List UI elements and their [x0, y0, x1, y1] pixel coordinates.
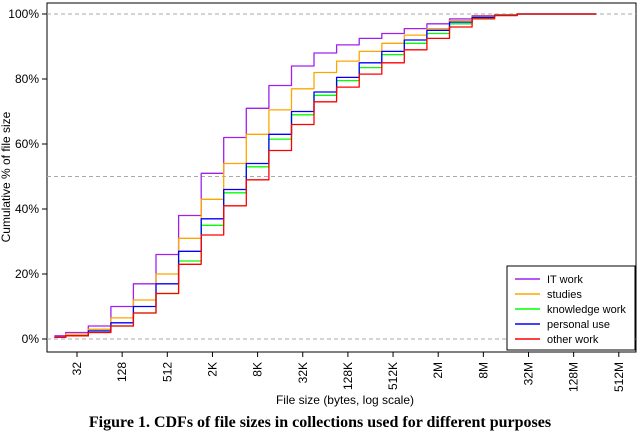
- series-line-studies: [54, 13, 597, 339]
- plot-frame: [46, 2, 637, 353]
- x-tick-label: 512K: [386, 362, 400, 390]
- legend-label: studies: [547, 289, 582, 301]
- series-line-IT-work: [54, 13, 597, 337]
- legend-label: IT work: [547, 274, 583, 286]
- y-tick-label: 20%: [15, 267, 39, 281]
- series-line-other-work: [54, 13, 597, 339]
- legend-label: personal use: [547, 319, 610, 331]
- x-tick-label: 8K: [251, 362, 265, 377]
- x-tick-label: 128: [115, 362, 129, 382]
- legend: IT work studies knowledge work personal use…: [506, 265, 636, 351]
- legend-label: knowledge work: [547, 304, 626, 316]
- x-tick-label: 128M: [567, 362, 581, 392]
- cdf-chart: Cumulative % of file size File size (byt…: [0, 2, 637, 407]
- y-tick-label: 100%: [8, 7, 39, 21]
- figure-caption: Figure 1. CDFs of file sizes in collecti…: [88, 414, 552, 431]
- x-tick-label: 32: [70, 362, 84, 376]
- y-tick-label: 0%: [22, 332, 40, 346]
- y-axis-title: Cumulative % of file size: [0, 111, 13, 242]
- x-tick-label: 128K: [341, 362, 355, 390]
- legend-label: other work: [547, 334, 599, 346]
- x-tick-label: 8M: [476, 362, 490, 379]
- x-tick-label: 512M: [612, 362, 626, 392]
- y-tick-label: 40%: [15, 202, 39, 216]
- x-axis-title: File size (bytes, log scale): [276, 393, 414, 407]
- x-tick-label: 2M: [431, 362, 445, 379]
- y-tick-label: 60%: [15, 137, 39, 151]
- y-tick-label: 80%: [15, 72, 39, 86]
- legend-box: [506, 265, 636, 351]
- x-tick-label: 32M: [522, 362, 536, 385]
- x-tick-label: 32K: [296, 362, 310, 383]
- x-tick-label: 2K: [205, 362, 219, 377]
- x-tick-label: 512: [160, 362, 174, 382]
